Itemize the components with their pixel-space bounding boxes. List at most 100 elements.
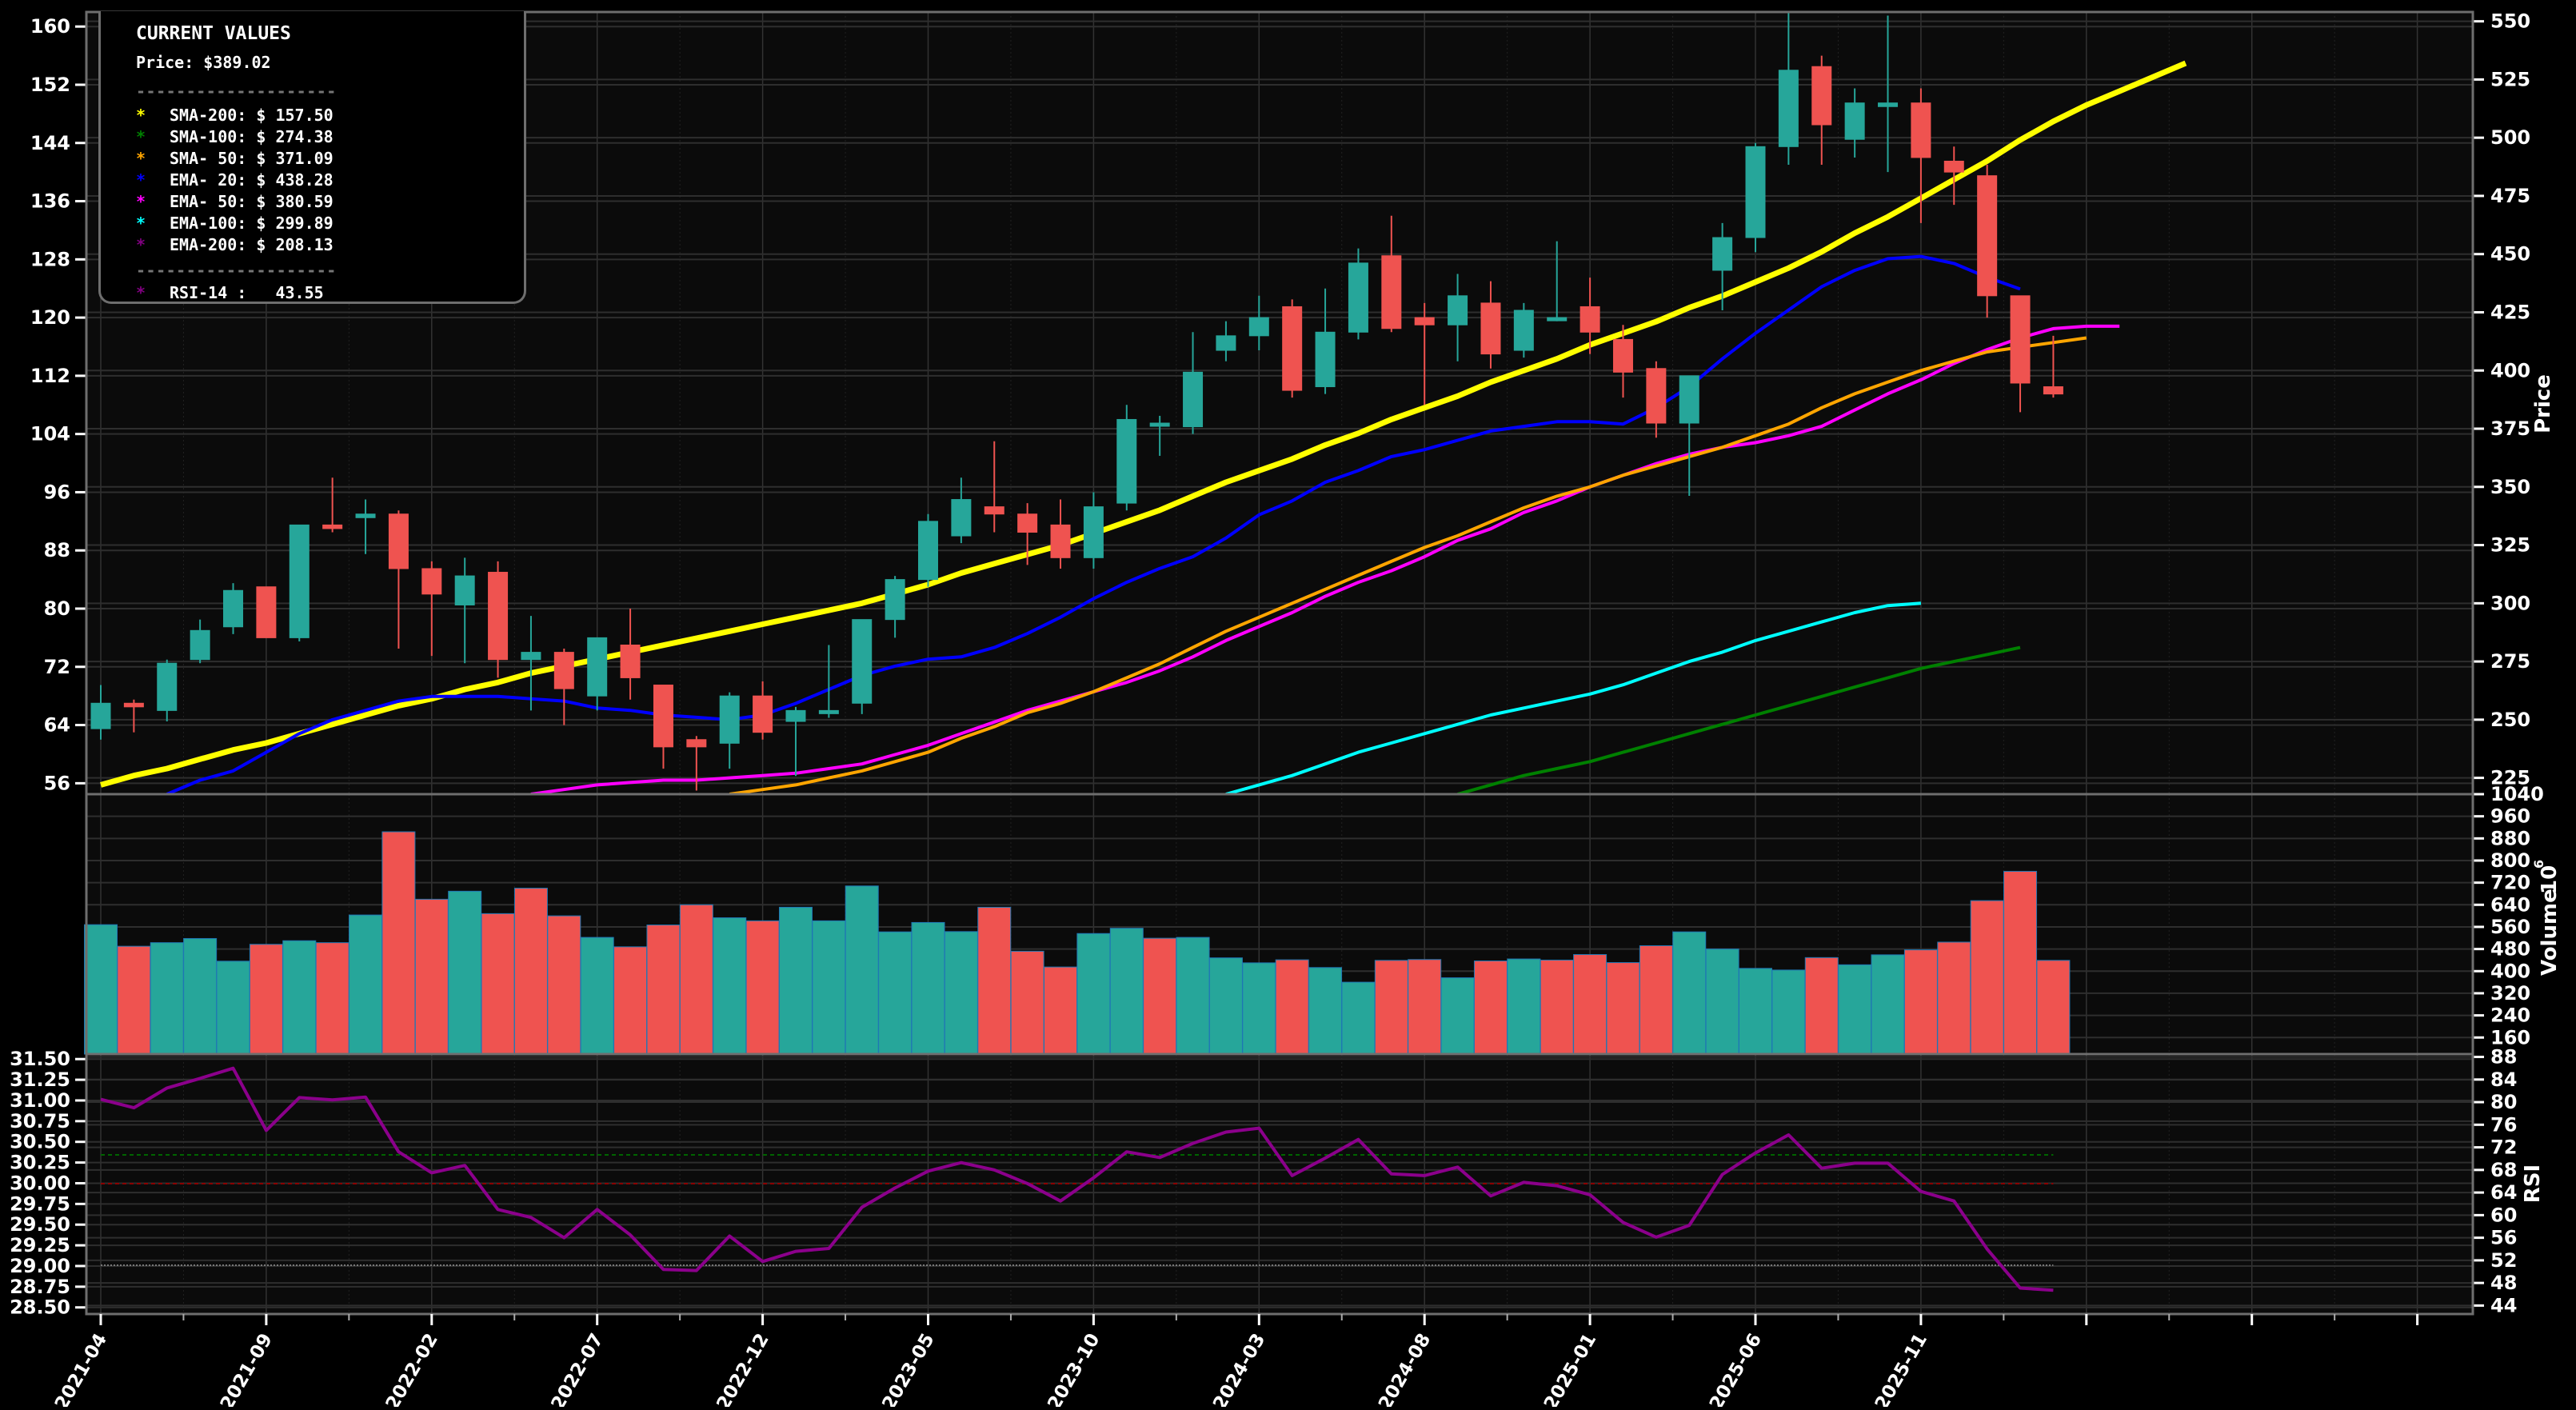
left-price-tick-label: 104 [30,423,70,445]
candle-body [421,568,442,595]
volume-bar [1044,966,1078,1055]
asterisk-icon: * [136,192,146,211]
left-price-tick-label: 80 [44,597,70,620]
candle-body [322,524,343,529]
candle-body [1580,306,1600,333]
candle-body [2010,295,2031,384]
candle-body [521,652,541,661]
volume-bar [911,921,945,1055]
candle-body [984,506,1004,515]
rsi-left-tick-label: 29.75 [10,1192,70,1215]
candle-body [1050,524,1071,558]
volume-bar [1903,949,1938,1055]
volume-bar [613,946,648,1055]
asterisk-icon: * [136,235,146,254]
candle-body [587,637,608,697]
volume-bar [646,925,681,1055]
candle-body [2043,386,2063,395]
volume-bar [1308,967,1343,1055]
left-price-tick-label: 136 [30,190,70,213]
x-tick-label: 2025-06 [1706,1330,1766,1407]
right-price-tick-label: 325 [2490,534,2530,557]
legend-item-ema-50: * EMA- 50: $ 380.59 [136,192,333,211]
volume-bar [1176,937,1210,1055]
ma-line-ema-20 [166,254,2021,794]
volume-axis-exponent-power: 6 [2531,860,2546,869]
volume-bar [349,914,383,1055]
volume-bar [216,961,250,1055]
candle-body [1315,331,1336,388]
left-price-tick-label: 64 [44,714,70,737]
legend-item-sma-100: * SMA-100: $ 274.38 [136,127,333,146]
left-price-tick-label: 120 [30,306,70,329]
asterisk-icon: * [136,127,146,146]
rsi-right-tick-label: 56 [2490,1227,2517,1249]
volume-bar [1010,950,1044,1055]
volume-tick-label: 880 [2490,827,2530,849]
candle-body [488,572,509,661]
volume-bar [944,931,978,1055]
candle-body [1414,317,1435,326]
legend-item-ema-200: * EMA-200: $ 208.13 [136,235,333,254]
ma-line-sma-100 [1457,645,2021,794]
rsi-left-tick-label: 30.50 [10,1131,70,1153]
right-price-tick-label: 375 [2490,417,2530,440]
rsi-right-tick-label: 60 [2490,1204,2517,1226]
volume-bar [513,888,548,1055]
volume-bar [2036,960,2071,1055]
candle-body [620,644,641,678]
volume-bar [1639,945,1673,1055]
volume-bar [448,890,482,1055]
rsi-left-tick-label: 30.25 [10,1152,70,1174]
asterisk-icon: * [136,106,146,125]
candle-body [885,579,905,621]
volume-bar [1771,969,1806,1055]
right-price-tick-label: 425 [2490,301,2530,323]
volume-bar [1606,962,1640,1055]
volume-bar [1242,962,1276,1055]
right-price-tick-label: 475 [2490,185,2530,207]
left-price-tick-label: 152 [30,74,70,96]
ma-line-sma-200 [100,60,2187,788]
left-price-tick-label: 56 [44,772,70,794]
candle-body [1017,513,1038,533]
rsi-right-tick-label: 88 [2490,1046,2517,1068]
volume-bar [745,920,780,1055]
volume-bar [1341,981,1376,1055]
volume-bar [1143,937,1177,1055]
candle-body [1811,66,1832,126]
legend-item-sma-50: * SMA- 50: $ 371.09 [136,149,333,168]
candle-body [90,702,111,729]
volume-bars [84,831,2071,1055]
rsi-left-tick-label: 31.25 [10,1068,70,1091]
rsi-left-tick-label: 29.00 [10,1255,70,1277]
right-price-tick-label: 500 [2490,126,2530,149]
rsi-line [100,1066,2054,1292]
x-tick-label: 2023-05 [878,1330,938,1407]
volume-bar [547,915,581,1055]
volume-tick-label: 480 [2490,938,2530,961]
candle-body [1149,422,1170,427]
candle-body [1679,375,1699,424]
volume-axis-label: Volume [2538,889,2562,976]
left-price-tick-label: 88 [44,539,70,561]
volume-bar [1838,964,1872,1055]
price-axis-label: Price [2531,374,2555,433]
rsi-left-tick-label: 28.50 [10,1296,70,1319]
x-tick-label: 2024-03 [1209,1330,1269,1407]
candle-body [1282,306,1303,391]
asterisk-icon: * [136,149,146,168]
candle-body [1348,262,1368,333]
volume-bar [1804,957,1839,1055]
candle-body [1448,295,1468,326]
legend-separator-2: -------------------- [136,261,337,280]
rsi-right-tick-label: 84 [2490,1068,2517,1091]
rsi-right-tick-label: 52 [2490,1249,2517,1272]
left-price-tick-label: 112 [30,365,70,387]
rsi-left-tick-label: 29.50 [10,1213,70,1236]
volume-bar [1408,959,1442,1055]
candle-body [157,662,178,711]
candle-body [1183,371,1204,428]
volume-bar [315,942,349,1055]
